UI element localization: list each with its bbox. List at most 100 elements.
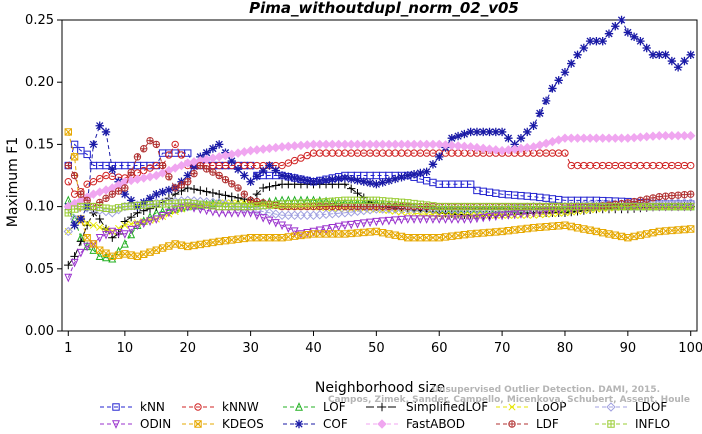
- y-tick-label: 0.10: [25, 200, 54, 215]
- data-point-kdeos: [152, 246, 161, 254]
- data-point-fastabod: [396, 139, 407, 150]
- data-point-cof: [296, 175, 306, 184]
- data-point-cof: [548, 84, 557, 93]
- data-point-ldf: [121, 184, 129, 192]
- data-point-cof: [120, 189, 130, 199]
- chart-title: Pima_withoutdupl_norm_02_v05: [249, 0, 519, 17]
- legend-marker-knnw: [194, 403, 202, 411]
- data-point-kdeos: [190, 241, 198, 250]
- data-point-odin: [120, 230, 129, 239]
- y-tick-label: 0.05: [25, 262, 54, 277]
- data-point-cof: [126, 196, 136, 205]
- data-point-odin: [410, 215, 419, 224]
- data-point-fastabod: [673, 130, 683, 141]
- legend-item-lof: LOF: [283, 400, 346, 414]
- data-point-odin: [340, 221, 349, 231]
- data-point-odin: [378, 217, 387, 226]
- data-point-fastabod: [654, 130, 664, 141]
- data-point-cof: [648, 50, 658, 60]
- data-point-ldf: [202, 165, 211, 173]
- data-point-simplifiedlof: [265, 182, 274, 191]
- data-point-kdeos: [504, 227, 513, 235]
- data-point-cof: [567, 59, 576, 68]
- data-point-odin: [64, 273, 73, 283]
- data-point-fastabod: [591, 133, 602, 143]
- data-point-odin: [152, 215, 161, 224]
- data-point-cof: [302, 176, 312, 185]
- legend-label-simplifiedlof: SimplifiedLOF: [406, 400, 488, 414]
- data-point-kdeos: [435, 234, 443, 242]
- data-point-knnw: [165, 151, 173, 159]
- legend-label-loop: LoOP: [536, 400, 567, 414]
- data-point-kdeos: [303, 231, 311, 239]
- data-point-cof: [202, 148, 211, 157]
- data-point-fastabod: [472, 142, 482, 153]
- data-point-odin: [510, 210, 519, 220]
- data-point-fastabod: [679, 130, 690, 141]
- data-point-cof: [214, 140, 224, 149]
- data-point-loop: [240, 199, 248, 207]
- data-point-odin: [102, 230, 110, 240]
- data-point-fastabod: [459, 141, 470, 152]
- data-point-cof: [334, 174, 343, 183]
- data-point-odin: [366, 218, 375, 228]
- y-tick-label: 0.20: [25, 75, 54, 90]
- data-point-knnw: [177, 151, 186, 159]
- data-point-odin: [271, 219, 280, 228]
- data-point-cof: [510, 140, 519, 149]
- data-point-fastabod: [610, 133, 620, 143]
- data-point-fastabod: [176, 160, 187, 171]
- data-point-cof: [347, 175, 356, 184]
- data-point-cof: [76, 214, 86, 224]
- data-point-kdeos: [510, 226, 519, 234]
- data-point-fastabod: [151, 170, 162, 181]
- data-point-fastabod: [403, 139, 413, 150]
- data-point-knnw: [146, 164, 154, 172]
- data-point-fastabod: [560, 133, 570, 143]
- data-point-cof: [636, 36, 645, 46]
- data-point-fastabod: [315, 139, 325, 150]
- x-tick-label: 1: [64, 341, 72, 356]
- data-point-simplifiedlof: [120, 217, 130, 226]
- data-point-kdeos: [146, 248, 154, 256]
- data-point-odin: [447, 215, 456, 224]
- data-point-cof: [435, 152, 444, 162]
- data-point-odin: [391, 216, 400, 225]
- data-point-ldf: [643, 195, 651, 203]
- data-point-knnw: [278, 161, 286, 170]
- data-point-cof: [309, 177, 318, 186]
- data-point-kdeos: [643, 230, 651, 238]
- data-point-inflo: [410, 199, 418, 208]
- data-point-ldf: [372, 202, 381, 211]
- data-point-fastabod: [453, 141, 463, 151]
- data-point-loop: [228, 199, 236, 207]
- data-point-knnw: [290, 156, 299, 165]
- data-point-cof: [447, 133, 457, 143]
- data-point-cof: [661, 50, 670, 60]
- data-point-cof: [164, 185, 174, 195]
- data-point-fastabod: [604, 133, 614, 143]
- data-point-cof: [466, 127, 475, 137]
- data-point-fastabod: [585, 133, 595, 143]
- data-point-cof: [579, 43, 589, 53]
- data-point-fastabod: [434, 139, 444, 150]
- data-point-cof: [686, 50, 695, 60]
- data-point-cof: [227, 156, 236, 166]
- data-point-kdeos: [454, 231, 462, 240]
- data-point-kdeos: [687, 225, 695, 233]
- data-point-cof: [384, 176, 394, 185]
- legend-label-odin: ODIN: [140, 417, 171, 431]
- data-point-kdeos: [366, 228, 374, 236]
- data-point-cof: [284, 172, 293, 181]
- legend-item-ldf: LDF: [496, 417, 559, 431]
- data-point-knnw: [303, 151, 311, 160]
- data-point-odin: [359, 219, 368, 228]
- x-tick-label: 80: [557, 341, 574, 356]
- data-point-inflo: [64, 209, 72, 217]
- data-point-lof: [127, 229, 136, 239]
- data-point-fastabod: [359, 139, 369, 150]
- data-point-fastabod: [346, 139, 356, 150]
- data-point-cof: [667, 56, 677, 66]
- data-point-knnw: [171, 140, 179, 149]
